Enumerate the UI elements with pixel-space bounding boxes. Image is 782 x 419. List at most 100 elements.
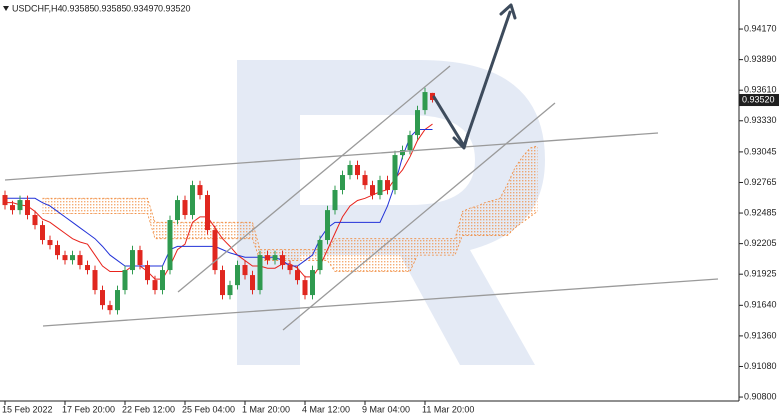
candle-body bbox=[340, 175, 345, 191]
y-tick-label: 0.90800 bbox=[744, 391, 777, 401]
trend-line bbox=[42, 278, 719, 327]
y-tick-label: 0.91080 bbox=[744, 361, 777, 371]
arrow-head bbox=[452, 132, 470, 150]
y-tick-label: 0.91925 bbox=[744, 269, 777, 279]
candle-body bbox=[70, 255, 75, 261]
cloud-span-b bbox=[42, 211, 538, 272]
trend-line bbox=[282, 102, 556, 331]
candle-body bbox=[145, 265, 150, 281]
y-tick-label: 0.92765 bbox=[744, 177, 777, 187]
candle-body bbox=[160, 270, 165, 291]
price-tag-label: 0.93520 bbox=[742, 94, 775, 104]
y-tick-label: 0.91360 bbox=[744, 330, 777, 340]
candle-body bbox=[197, 185, 203, 196]
indicator-line bbox=[5, 123, 433, 280]
candle-body bbox=[422, 92, 428, 111]
low-label: 0.93497 bbox=[126, 3, 159, 13]
candle-body bbox=[242, 265, 248, 276]
candle-body bbox=[182, 200, 188, 216]
candle-body bbox=[137, 250, 143, 266]
candle-body bbox=[115, 290, 120, 311]
cloud-span-a bbox=[42, 145, 538, 251]
candle-body bbox=[107, 305, 113, 311]
candle-body bbox=[362, 175, 368, 186]
x-tick-label: 11 Mar 20:00 bbox=[422, 404, 474, 414]
candle-body bbox=[317, 240, 323, 271]
candle-body bbox=[122, 270, 128, 291]
candle-body bbox=[325, 210, 330, 241]
y-tick-label: 0.92205 bbox=[744, 238, 777, 248]
y-tick-label: 0.93045 bbox=[744, 146, 777, 156]
candle-body bbox=[257, 255, 263, 291]
candle-body bbox=[175, 200, 180, 221]
forecast-arrow bbox=[432, 3, 517, 150]
candle-body bbox=[280, 255, 285, 266]
candle-body bbox=[415, 110, 420, 136]
trend-lines bbox=[4, 65, 719, 331]
trend-line bbox=[177, 65, 451, 293]
x-tick-label: 9 Mar 04:00 bbox=[362, 404, 410, 414]
candle-body bbox=[212, 230, 218, 271]
x-tick-label: 25 Feb 04:00 bbox=[182, 404, 235, 414]
candle-body bbox=[32, 215, 38, 226]
candle-body bbox=[265, 255, 270, 261]
plot bbox=[2, 87, 538, 315]
candle-body bbox=[310, 270, 315, 296]
open-label: 0.93585 bbox=[62, 3, 95, 13]
candle-body bbox=[347, 165, 353, 176]
indicator-line bbox=[5, 129, 433, 267]
candle-body bbox=[2, 195, 8, 206]
x-tick-label: 15 Feb 2022 bbox=[2, 404, 53, 414]
y-tick-label: 0.91640 bbox=[744, 300, 777, 310]
candle-body bbox=[25, 200, 30, 216]
candle-body bbox=[250, 275, 255, 291]
cloud-fill bbox=[42, 145, 538, 272]
x-tick-label: 22 Feb 12:00 bbox=[122, 404, 175, 414]
candle-body bbox=[40, 225, 45, 241]
candle-body bbox=[287, 265, 293, 271]
y-tick-label: 0.92485 bbox=[744, 207, 777, 217]
candle-body bbox=[130, 250, 135, 271]
candle-body bbox=[220, 270, 225, 296]
candle-body bbox=[100, 290, 105, 306]
candle-body bbox=[92, 270, 98, 291]
candle-body bbox=[385, 180, 390, 191]
candle-body bbox=[62, 255, 68, 261]
close-label: 0.93520 bbox=[158, 3, 191, 13]
y-tick-label: 0.93890 bbox=[744, 54, 777, 64]
y-tick-label: 0.93330 bbox=[744, 115, 777, 125]
candle-body bbox=[377, 180, 383, 196]
candle-body bbox=[295, 270, 300, 281]
candle-body bbox=[355, 165, 360, 176]
candle-body bbox=[167, 220, 173, 271]
x-tick-label: 17 Feb 20:00 bbox=[62, 404, 115, 414]
candle-body bbox=[47, 240, 53, 246]
candle-body bbox=[400, 150, 405, 156]
price-tag bbox=[739, 94, 779, 107]
candle-body bbox=[235, 265, 240, 286]
arrow-head bbox=[499, 3, 517, 20]
candle-body bbox=[77, 255, 83, 266]
candle-body bbox=[152, 280, 158, 291]
symbol: USDCHF,H4 bbox=[12, 3, 63, 13]
candle-body bbox=[55, 245, 60, 256]
candle-body bbox=[227, 285, 233, 296]
candle-body bbox=[85, 265, 90, 271]
candle-body bbox=[332, 190, 338, 211]
x-tick-label: 4 Mar 12:00 bbox=[302, 404, 350, 414]
menu-triangle[interactable] bbox=[3, 6, 9, 11]
x-tick-label: 1 Mar 20:00 bbox=[242, 404, 290, 414]
y-tick-label: 0.94170 bbox=[744, 23, 777, 33]
watermark bbox=[237, 60, 545, 365]
candle-body bbox=[430, 92, 435, 101]
candle-body bbox=[392, 155, 398, 191]
axes: 0.94170 0.93890 0.93610 0.93330 0.93045 0.927… bbox=[2, 23, 779, 414]
candle-body bbox=[272, 255, 278, 261]
candle-body bbox=[407, 135, 413, 151]
y-tick-label: 0.93610 bbox=[744, 85, 777, 95]
watermark-logo bbox=[237, 60, 545, 365]
candle-body bbox=[17, 200, 23, 211]
candle-body bbox=[205, 195, 210, 231]
trend-line bbox=[4, 132, 659, 181]
